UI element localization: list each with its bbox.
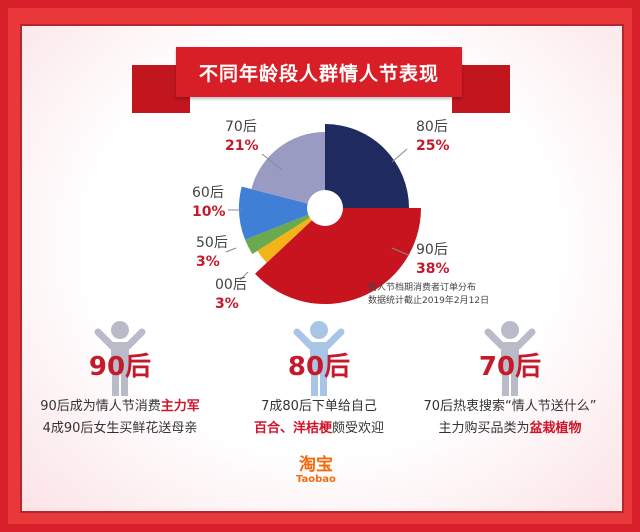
person-icon (293, 321, 345, 396)
label-60: 60后 10% (192, 184, 226, 222)
pie-slice-50后 (245, 208, 325, 255)
line-1: 7成80后下单给自己 (261, 399, 377, 414)
pie-slice-80后 (325, 124, 409, 208)
label-name: 90后 (416, 242, 448, 258)
label-percent: 10% (192, 204, 226, 220)
label-percent: 3% (215, 296, 239, 312)
pie-slice-00后 (257, 208, 325, 263)
person-icon (94, 321, 146, 396)
label-percent: 25% (416, 138, 450, 154)
line-2: 4成90后女生买鲜花送母亲 (42, 421, 198, 436)
generation-label: 70后 (478, 352, 542, 382)
label-80: 80后 25% (416, 118, 450, 156)
label-name: 70后 (225, 119, 257, 135)
line-2: 主力购买品类为盆栽植物 (438, 421, 582, 436)
leader-line (391, 148, 408, 163)
column-70: 70后 70后热衷搜索“情人节送什么” 主力购买品类为盆栽植物 (410, 320, 610, 440)
label-name: 50后 (196, 235, 228, 251)
title-banner: 不同年龄段人群情人节表现 (176, 47, 462, 97)
taobao-logo: 淘宝 Taobao (296, 455, 336, 485)
line-1: 70后热衷搜索“情人节送什么” (423, 399, 597, 414)
leader-line (261, 153, 283, 171)
label-name: 80后 (416, 119, 448, 135)
label-70: 70后 21% (225, 118, 259, 156)
column-80: 80后 7成80后下单给自己 百合、洋桔梗颇受欢迎 (219, 320, 419, 440)
label-90: 90后 38% (416, 241, 450, 279)
line-2: 百合、洋桔梗颇受欢迎 (253, 421, 385, 436)
leader-line (225, 247, 237, 253)
leader-line (239, 271, 249, 281)
label-name: 00后 (215, 277, 247, 293)
column-90: 90后 90后成为情人节消费主力军 4成90后女生买鲜花送母亲 (20, 320, 220, 440)
label-percent: 21% (225, 138, 259, 154)
note-line-2: 数据统计截止2019年2月12日 (368, 296, 490, 306)
note-line-1: 情人节档期消费者订单分布 (368, 283, 477, 293)
label-50: 50后 3% (196, 234, 228, 272)
generation-label: 90后 (88, 352, 152, 382)
chart-note: 情人节档期消费者订单分布 数据统计截止2019年2月12日 (368, 282, 489, 308)
pie-slice-90后 (255, 208, 421, 305)
generation-label: 80后 (287, 352, 351, 382)
label-percent: 38% (416, 261, 450, 277)
line-1: 90后成为情人节消费主力军 (40, 399, 200, 414)
pie-hole (307, 190, 343, 226)
label-00: 00后 3% (215, 276, 247, 314)
person-icon (484, 321, 536, 396)
label-percent: 3% (196, 254, 220, 270)
pie-slice-70后 (251, 132, 325, 208)
leader-line (391, 247, 409, 256)
label-name: 60后 (192, 185, 224, 201)
pie-slice-60后 (238, 186, 325, 240)
